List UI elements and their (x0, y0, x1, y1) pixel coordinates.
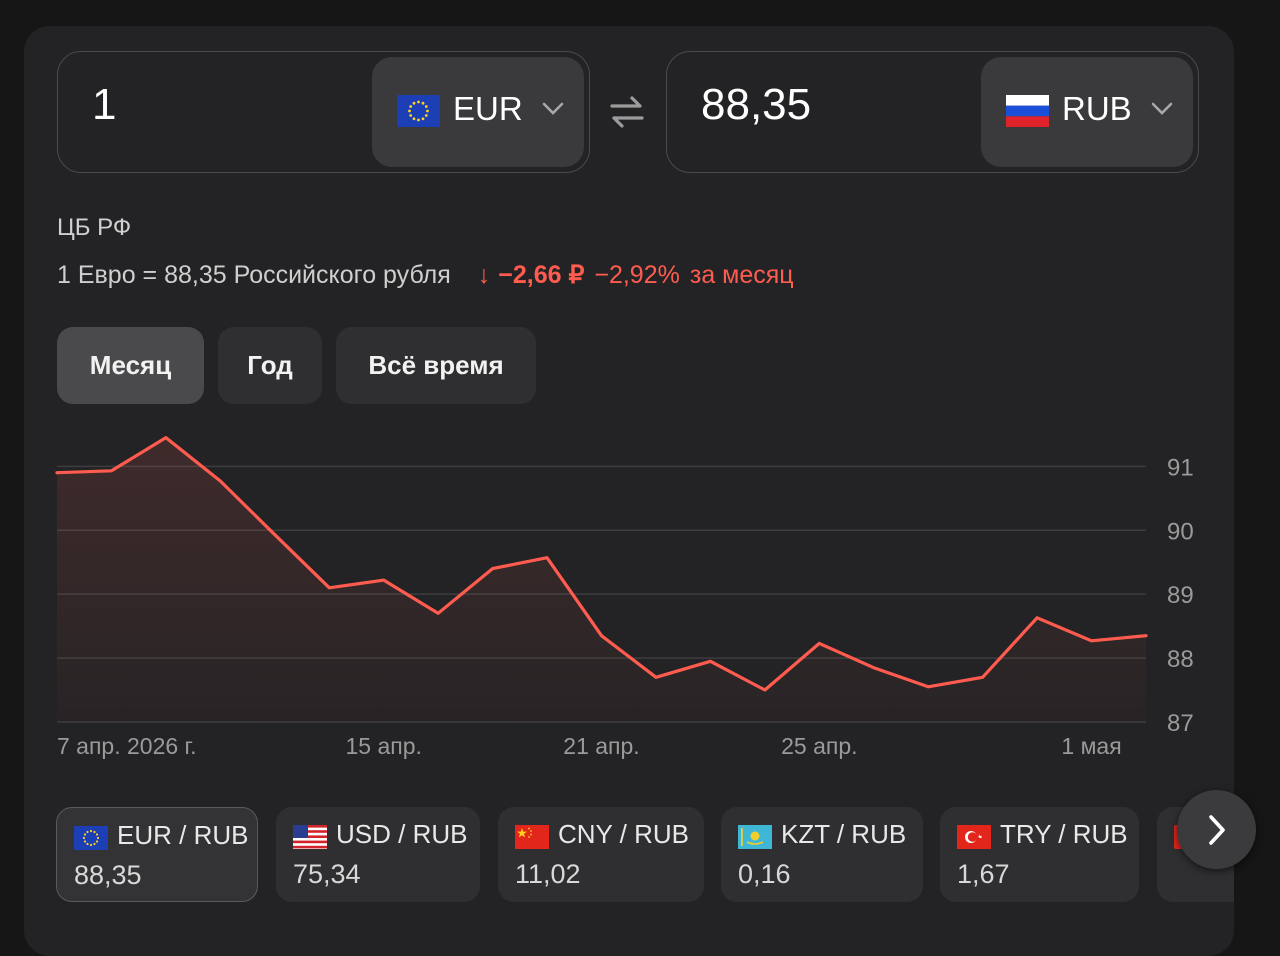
tab-month[interactable]: Месяц (57, 327, 204, 404)
from-amount-input[interactable]: 1 (92, 80, 117, 129)
pair-name: TRY / RUB (1000, 819, 1128, 849)
rate-chart[interactable]: 87 88 89 90 91 7 апр. 2026 г. 15 апр. 21 апр. 2… (24, 421, 1234, 771)
rate-summary: 1 Евро = 88,35 Российского рубля ↓ −2,66 … (57, 260, 794, 290)
tab-year[interactable]: Год (218, 327, 322, 404)
pair-value: 1,67 (957, 859, 1010, 889)
y-tick-label: 91 (1167, 454, 1194, 481)
x-tick-label: 15 апр. (345, 733, 421, 759)
x-tick-label: 7 апр. 2026 г. (57, 733, 197, 759)
chart-series-line (55, 436, 1148, 692)
kz-flag-icon (738, 825, 772, 849)
rate-change-percent: −2,92% (594, 261, 680, 289)
y-tick-label: 88 (1167, 646, 1194, 673)
tr-flag-icon (957, 825, 991, 849)
from-amount-field[interactable]: 1 EUR (57, 51, 590, 173)
y-tick-label: 90 (1167, 518, 1194, 545)
pair-name: EUR / RUB (117, 820, 249, 850)
rate-source: ЦБ РФ (57, 214, 132, 241)
eu-flag-icon (397, 95, 440, 127)
rate-change-period: за месяц (689, 261, 794, 289)
eu-flag-icon (74, 826, 108, 850)
x-tick-label: 21 апр. (563, 733, 639, 759)
pair-value: 88,35 (74, 860, 142, 890)
chevron-down-icon (1151, 102, 1173, 115)
tab-all-time[interactable]: Всё время (336, 327, 536, 404)
arrow-down-icon: ↓ (477, 261, 491, 289)
scroll-next-button[interactable] (1177, 790, 1256, 869)
pair-cny-rub[interactable]: CNY / RUB 11,02 (498, 807, 704, 902)
chevron-down-icon (542, 102, 564, 115)
currency-converter-card: 1 EUR 88,35 (24, 26, 1234, 956)
us-flag-icon (293, 825, 327, 849)
rate-description: 1 Евро = 88,35 Российского рубля (57, 261, 451, 289)
from-currency-code: EUR (453, 90, 523, 127)
cn-flag-icon (515, 825, 549, 849)
chart-area-fill (57, 437, 1146, 722)
x-tick-label: 1 мая (1061, 733, 1121, 759)
swap-currencies-icon[interactable] (608, 94, 646, 130)
ru-flag-icon (1006, 95, 1049, 127)
to-amount-field[interactable]: 88,35 RUB (666, 51, 1199, 173)
to-currency-select[interactable]: RUB (981, 57, 1193, 167)
from-currency-select[interactable]: EUR (372, 57, 584, 167)
pair-name: KZT / RUB (781, 819, 907, 849)
pair-name: USD / RUB (336, 819, 468, 849)
pair-eur-rub[interactable]: EUR / RUB 88,35 (56, 807, 258, 902)
y-tick-label: 87 (1167, 710, 1194, 737)
pair-value: 75,34 (293, 859, 361, 889)
to-currency-code: RUB (1062, 90, 1132, 127)
to-amount-input[interactable]: 88,35 (701, 80, 812, 129)
rate-change-absolute: −2,66 ₽ (498, 261, 585, 289)
pair-kzt-rub[interactable]: KZT / RUB 0,16 (721, 807, 923, 902)
pair-try-rub[interactable]: TRY / RUB 1,67 (940, 807, 1139, 902)
x-tick-label: 25 апр. (781, 733, 857, 759)
pair-value: 11,02 (515, 859, 581, 889)
y-tick-label: 89 (1167, 582, 1194, 609)
chevron-right-icon (1208, 814, 1225, 845)
pair-name: CNY / RUB (558, 819, 689, 849)
pair-value: 0,16 (738, 859, 791, 889)
currency-pairs-list: EUR / RUB 88,35 USD / RUB 75,34 CN (56, 807, 1234, 902)
pair-usd-rub[interactable]: USD / RUB 75,34 (276, 807, 480, 902)
